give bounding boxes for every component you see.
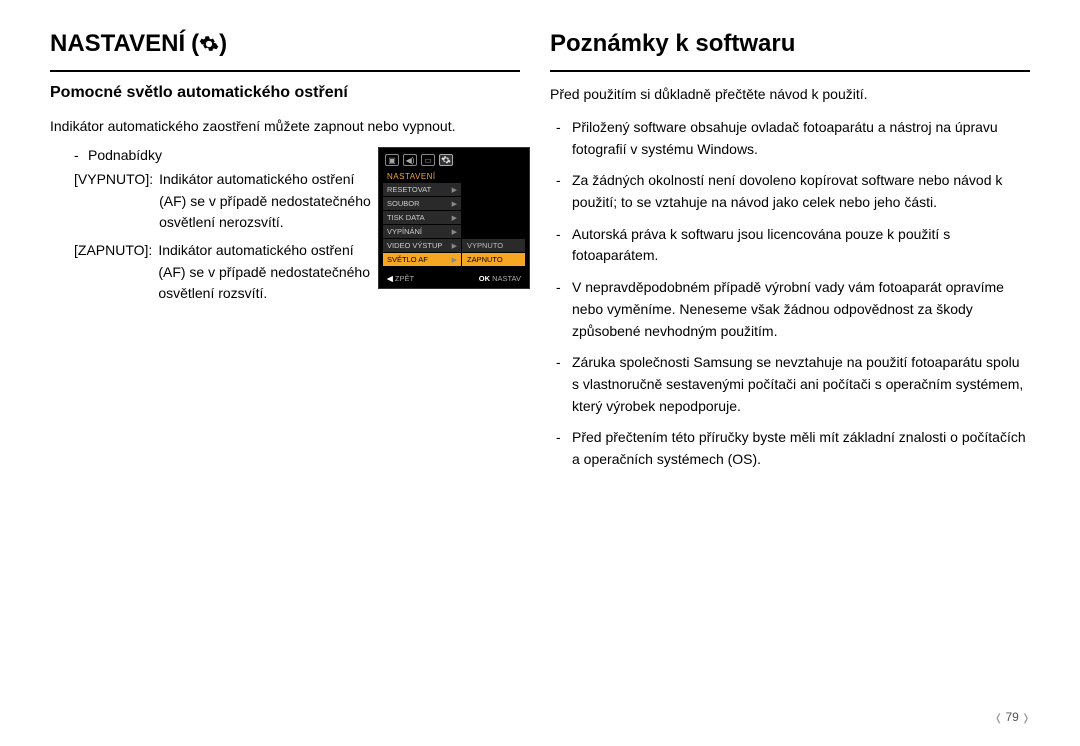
lcd-menu-title: NASTAVENÍ bbox=[383, 170, 525, 183]
gear-icon: ( ) bbox=[191, 30, 227, 58]
option-row: [ZAPNUTO]:Indikátor automatického ostřen… bbox=[74, 240, 384, 305]
option-key: [VYPNUTO]: bbox=[74, 169, 159, 234]
camera-tab-icon: ▣ bbox=[385, 154, 399, 166]
page-number: 79 bbox=[994, 710, 1030, 724]
lcd-menu-item: VIDEO VÝSTUP▶ bbox=[383, 239, 461, 252]
list-item: V nepravděpodobném případě výrobní vady … bbox=[572, 277, 1030, 342]
list-item: Autorská práva k softwaru jsou licencová… bbox=[572, 224, 1030, 267]
right-column: Poznámky k softwaru Před použitím si důk… bbox=[550, 30, 1030, 481]
list-item: Před přečtením této příručky byste měli … bbox=[572, 427, 1030, 470]
intro-text: Indikátor automatického zaostření můžete… bbox=[50, 116, 520, 137]
left-column: NASTAVENÍ ( ) Pomocné světlo automatické… bbox=[50, 30, 520, 481]
lcd-tab-icons: ▣ ◀) ▭ bbox=[383, 152, 525, 170]
lcd-sub-item: VYPNUTO bbox=[462, 239, 525, 252]
lcd-menu-item: SVĚTLO AF▶ bbox=[383, 253, 461, 266]
display-tab-icon: ▭ bbox=[421, 154, 435, 166]
option-desc: Indikátor automatického ostření (AF) se … bbox=[158, 240, 384, 305]
lcd-menu-item: TISK DATA▶ bbox=[383, 211, 461, 224]
sub-heading: Pomocné světlo automatického ostření bbox=[50, 84, 520, 102]
bullet-list: Přiložený software obsahuje ovladač foto… bbox=[550, 117, 1030, 471]
option-row: [VYPNUTO]:Indikátor automatického ostřen… bbox=[74, 169, 384, 234]
list-item: Přiložený software obsahuje ovladač foto… bbox=[572, 117, 1030, 160]
option-key: [ZAPNUTO]: bbox=[74, 240, 158, 305]
sound-tab-icon: ◀) bbox=[403, 154, 417, 166]
option-desc: Indikátor automatického ostření (AF) se … bbox=[159, 169, 384, 234]
list-item: Za žádných okolností není dovoleno kopír… bbox=[572, 170, 1030, 213]
page-title-left: NASTAVENÍ ( ) bbox=[50, 30, 520, 58]
heading-text: NASTAVENÍ bbox=[50, 30, 185, 58]
divider bbox=[50, 70, 520, 72]
lcd-sub-item: ZAPNUTO bbox=[462, 253, 525, 266]
camera-lcd-screenshot: ▣ ◀) ▭ NASTAVENÍ RESETOVAT▶SOUBOR▶TISK D… bbox=[378, 147, 530, 289]
settings-tab-icon bbox=[439, 154, 453, 166]
lcd-menu-item: SOUBOR▶ bbox=[383, 197, 461, 210]
page-title-right: Poznámky k softwaru bbox=[550, 30, 1030, 58]
lcd-menu-item: RESETOVAT▶ bbox=[383, 183, 461, 196]
lcd-footer: ◀ ZPĚT OK NASTAV bbox=[383, 271, 525, 284]
lcd-menu-item: VYPÍNÁNÍ▶ bbox=[383, 225, 461, 238]
right-intro: Před použitím si důkladně přečtěte návod… bbox=[550, 84, 1030, 105]
list-item: Záruka společnosti Samsung se nevztahuje… bbox=[572, 352, 1030, 417]
divider bbox=[550, 70, 1030, 72]
